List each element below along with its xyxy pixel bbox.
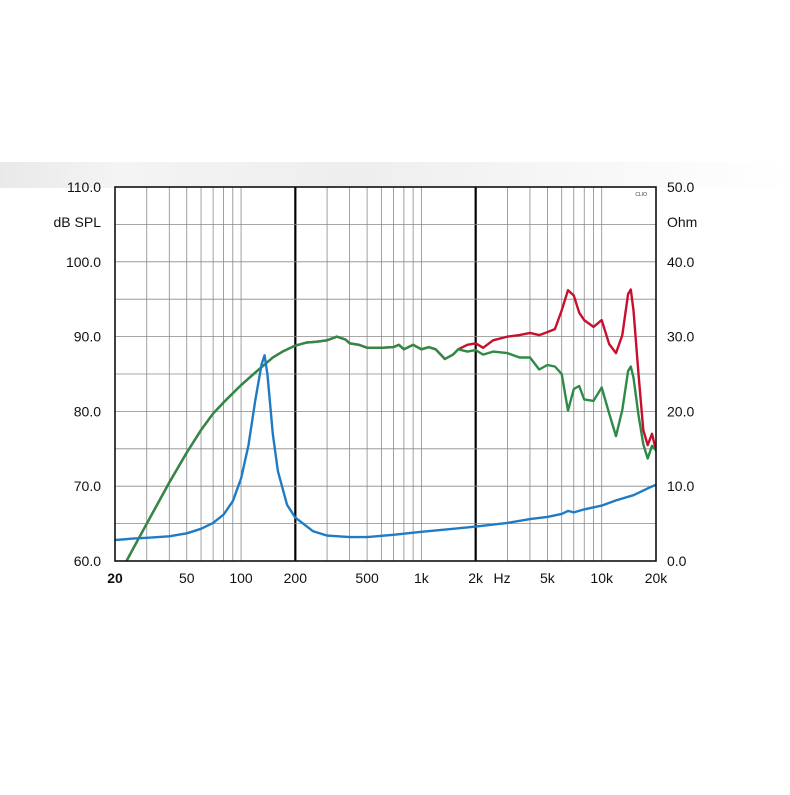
x-tick-label: 20k <box>645 570 669 586</box>
y-right-tick-label: 40.0 <box>667 254 694 270</box>
x-tick-label: 5k <box>540 570 556 586</box>
y-right-axis-label: Ohm <box>667 214 697 230</box>
series-line-2 <box>125 335 656 561</box>
axis-labels: 110.0 100.0 90.0 80.0 70.0 60.0 50.0 40.0 30.0 20… <box>66 179 695 586</box>
x-tick-label: 20 <box>107 570 123 586</box>
y-left-tick-label: 60.0 <box>74 553 101 569</box>
watermark: CLIO <box>635 192 647 198</box>
x-tick-label: 500 <box>355 570 379 586</box>
x-tick-label: 10k <box>590 570 614 586</box>
y-right-tick-label: 20.0 <box>667 403 694 419</box>
x-unit-label: Hz <box>493 570 510 586</box>
y-right-tick-label: 10.0 <box>667 478 694 494</box>
y-left-tick-label: 80.0 <box>74 403 101 419</box>
y-left-tick-label: 90.0 <box>74 329 101 345</box>
y-left-tick-label: 110.0 <box>67 179 101 195</box>
y-right-tick-label: 0.0 <box>667 553 687 569</box>
series-group <box>115 288 656 561</box>
x-tick-label: 1k <box>414 570 430 586</box>
y-right-tick-label: 50.0 <box>667 179 694 195</box>
plot-frame <box>114 186 657 562</box>
x-tick-label: 100 <box>229 570 253 586</box>
y-left-axis-label: dB SPL <box>54 214 102 230</box>
y-right-tick-label: 30.0 <box>667 329 694 345</box>
x-tick-label: 50 <box>179 570 195 586</box>
x-tick-label: 2k <box>468 570 484 586</box>
y-left-tick-label: 100.0 <box>66 254 101 270</box>
background-band <box>0 162 790 188</box>
x-tick-label: 200 <box>284 570 308 586</box>
series-line-3 <box>115 354 656 542</box>
y-left-tick-label: 70.0 <box>74 478 101 494</box>
